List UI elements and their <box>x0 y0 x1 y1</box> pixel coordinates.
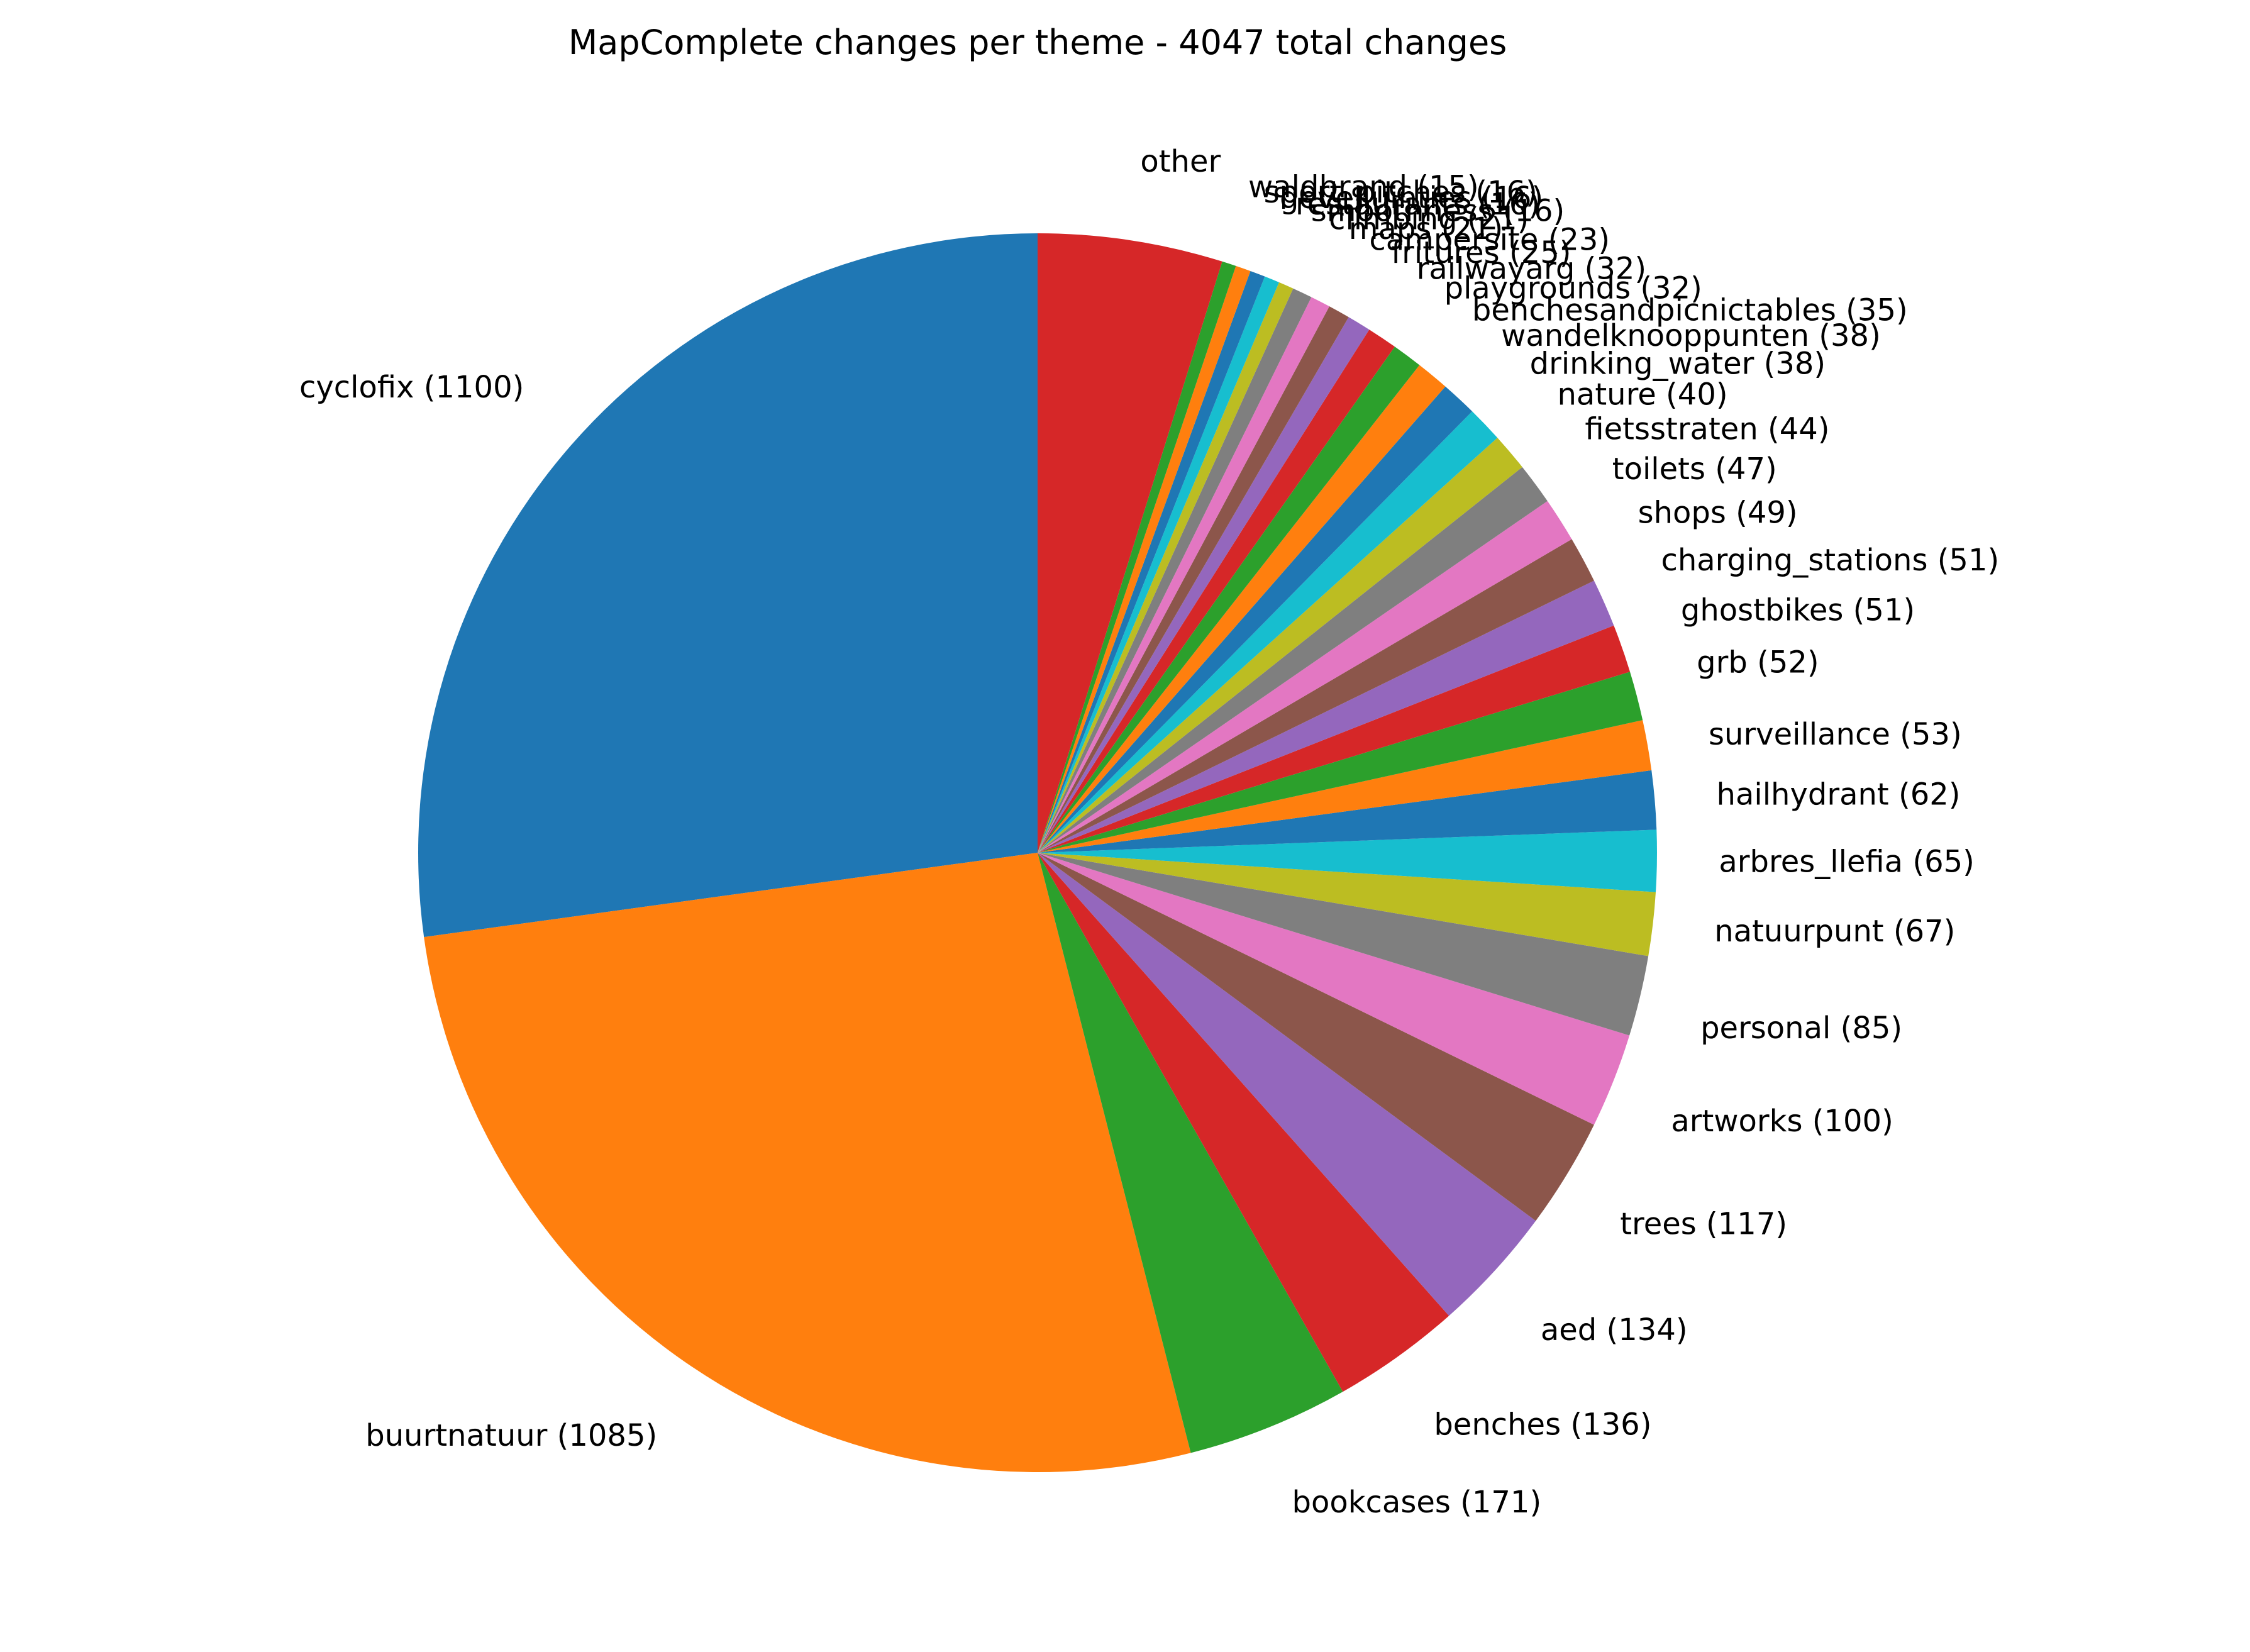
slice-label-personal: personal (85) <box>1700 1011 1902 1046</box>
slice-label-climbing: climbing (21) <box>1329 201 1529 236</box>
slice-wandelknooppunten <box>1038 386 1473 853</box>
slice-shops <box>1038 539 1594 853</box>
slice-artworks <box>1038 853 1630 1125</box>
slice-personal <box>1038 853 1649 1036</box>
slice-playgrounds <box>1038 346 1420 853</box>
slice-sport_pitches <box>1038 265 1251 853</box>
slice-label-bookcases: bookcases (171) <box>1292 1485 1542 1520</box>
slice-maps <box>1038 297 1329 853</box>
slice-label-gevelluinties: gevelluinties (16) <box>1280 180 1543 216</box>
slice-label-grb: grb (52) <box>1697 645 1819 680</box>
slice-fietsstraten <box>1038 467 1548 853</box>
pie-slices <box>418 233 1658 1472</box>
slice-label-campersite: campersite (23) <box>1369 223 1610 258</box>
slice-nature <box>1038 438 1522 853</box>
slice-label-benches: benches (136) <box>1434 1407 1651 1442</box>
slice-label-maps: maps (21) <box>1349 211 1503 247</box>
slice-ghostbikes <box>1038 625 1631 853</box>
slice-label-arbres_llefia: arbres_llefia (65) <box>1719 844 1974 879</box>
slice-label-restaurants: restaurants (16) <box>1295 187 1540 222</box>
slice-label-railwayarg: railwayarg (32) <box>1417 252 1646 287</box>
slice-label-wandelknooppunten: wandelknooppunten (38) <box>1501 318 1881 353</box>
slice-label-sport_pitches: sport_pitches (16) <box>1264 175 1538 210</box>
slice-campersite <box>1038 306 1349 853</box>
slice-label-artworks: artworks (100) <box>1671 1104 1893 1139</box>
slice-label-toilets: toilets (47) <box>1612 452 1777 487</box>
slice-label-fritures: fritures (25) <box>1391 235 1571 270</box>
slice-label-fietsstraten: fietsstraten (44) <box>1585 412 1829 447</box>
slice-grb <box>1038 672 1643 853</box>
slice-label-buurtnatuur: buurtnatuur (1085) <box>365 1418 657 1453</box>
pie-labels: cyclofix (1100) buurtnatuur (1085) bookcas… <box>299 144 1999 1520</box>
slice-label-drinking_water: drinking_water (38) <box>1530 346 1826 382</box>
slice-restaurants <box>1038 276 1279 853</box>
slice-benchesandpicnictables <box>1038 365 1446 853</box>
slice-trees <box>1038 853 1594 1221</box>
slice-label-benchesandpicnictables: benchesandpicnictables (35) <box>1472 292 1908 328</box>
slice-smoothness <box>1038 282 1294 853</box>
slice-label-trees: trees (117) <box>1620 1206 1787 1241</box>
slice-label-shops: shops (49) <box>1638 495 1798 530</box>
slice-aed <box>1038 853 1536 1316</box>
slice-other <box>1038 233 1222 853</box>
slice-gevelluinties <box>1038 270 1265 853</box>
slice-benches <box>1038 853 1449 1392</box>
slice-natuurpunt <box>1038 853 1656 956</box>
slice-waldbrand <box>1038 261 1236 853</box>
chart-title: MapComplete changes per theme - 4047 tot… <box>568 23 1507 62</box>
slice-railwayarg <box>1038 330 1395 853</box>
slice-label-cyclofix: cyclofix (1100) <box>299 370 524 405</box>
slice-hailhydrant <box>1038 770 1657 853</box>
slice-cyclofix <box>418 233 1038 938</box>
slice-label-nature: nature (40) <box>1558 377 1728 412</box>
slice-arbres_llefia <box>1038 829 1658 892</box>
slice-climbing <box>1038 288 1312 853</box>
slice-label-surveillance: surveillance (53) <box>1709 717 1962 752</box>
slice-label-smoothness: smoothness (16) <box>1311 194 1565 229</box>
slice-label-aed: aed (134) <box>1541 1312 1688 1348</box>
slice-label-natuurpunt: natuurpunt (67) <box>1714 914 1955 949</box>
slice-label-charging_stations: charging_stations (51) <box>1661 543 1999 578</box>
slice-bookcases <box>1038 853 1343 1453</box>
slice-label-other: other <box>1140 144 1221 179</box>
slice-charging_stations <box>1038 580 1614 853</box>
slice-label-ghostbikes: ghostbikes (51) <box>1681 593 1915 628</box>
slice-label-hailhydrant: hailhydrant (62) <box>1717 777 1961 812</box>
slice-label-playgrounds: playgrounds (32) <box>1444 271 1702 306</box>
slice-toilets <box>1038 501 1572 853</box>
slice-label-waldbrand: waldbrand (15) <box>1248 170 1479 205</box>
slice-drinking_water <box>1038 411 1498 853</box>
slice-fritures <box>1038 317 1370 853</box>
slice-surveillance <box>1038 720 1652 853</box>
slice-buurtnatuur <box>424 853 1191 1472</box>
